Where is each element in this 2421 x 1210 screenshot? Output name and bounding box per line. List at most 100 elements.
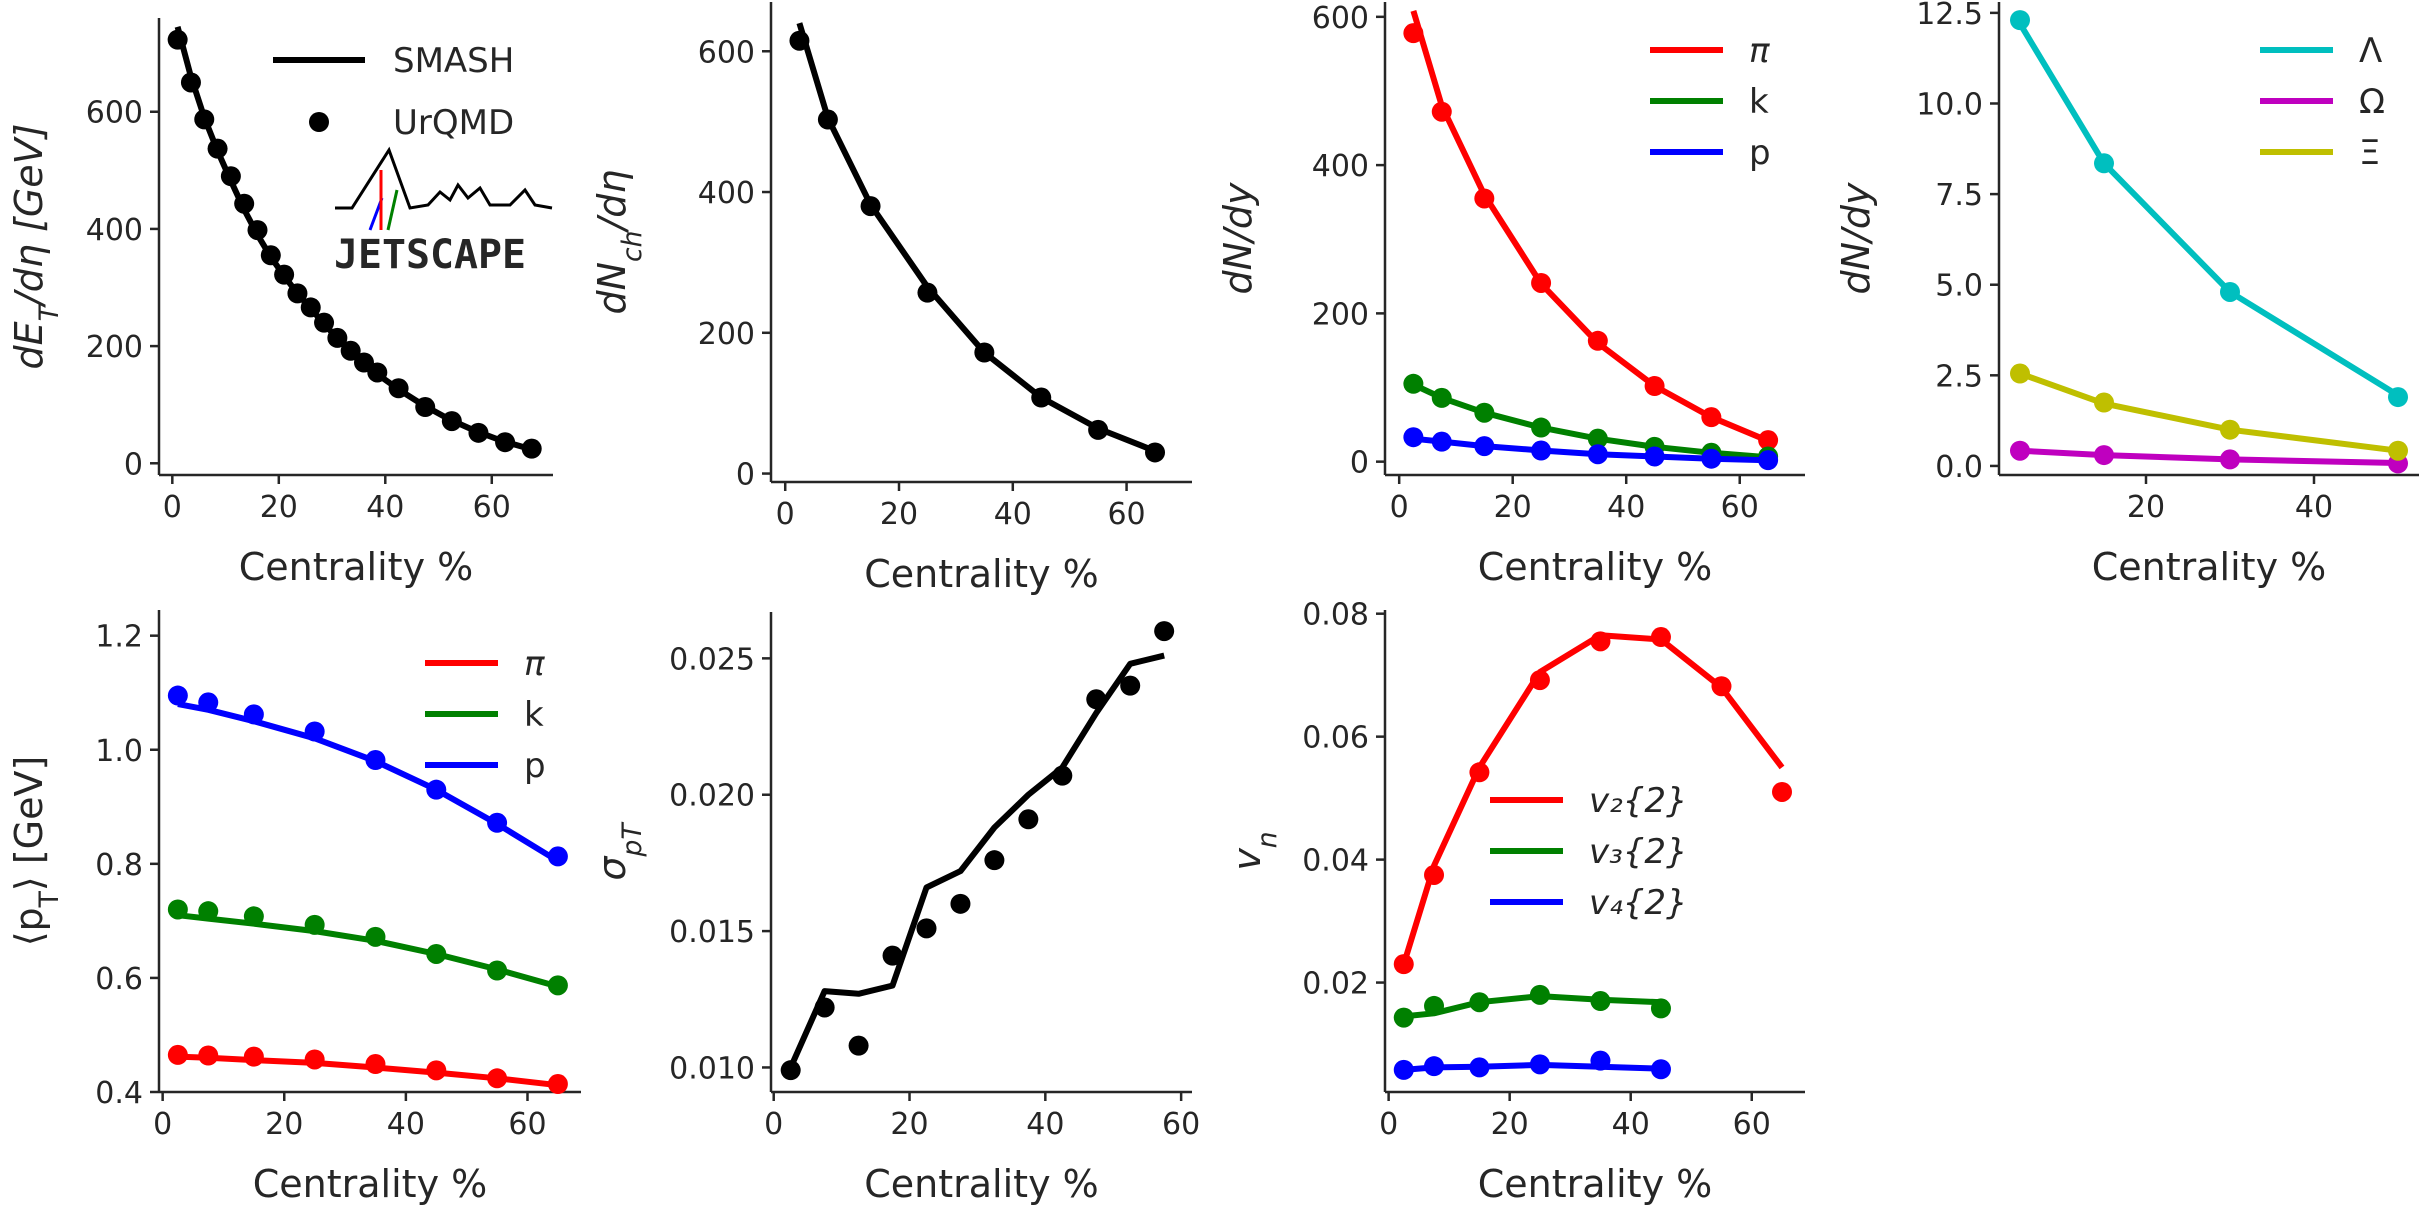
data-point — [243, 704, 264, 725]
data-point — [1529, 670, 1550, 691]
y-tick-label: 0.04 — [1302, 844, 1369, 879]
data-point — [1701, 448, 1722, 469]
x-tick-label: 60 — [1107, 497, 1145, 532]
y-tick-label: 0.010 — [669, 1051, 755, 1086]
data-point — [1469, 762, 1490, 783]
data-point — [1469, 1057, 1490, 1078]
series-line — [1400, 632, 1785, 965]
series-line — [2019, 447, 2399, 466]
data-point — [882, 945, 903, 966]
data-point — [1531, 272, 1552, 293]
data-point — [167, 899, 188, 920]
y-tick-label: 7.5 — [1935, 178, 1983, 213]
data-point — [1644, 446, 1665, 467]
data-point — [547, 975, 568, 996]
data-point — [1424, 995, 1445, 1016]
data-point — [2010, 363, 2030, 384]
data-point — [916, 918, 937, 939]
x-axis-label: Centrality % — [864, 1162, 1099, 1206]
y-tick-label: 0 — [124, 447, 143, 482]
data-point — [167, 685, 188, 706]
data-point — [1474, 436, 1495, 457]
data-point — [1590, 991, 1611, 1012]
y-tick-label: 0.08 — [1302, 598, 1369, 633]
y-axis-label: σpT — [590, 822, 648, 881]
data-point — [1403, 373, 1424, 394]
data-point — [2094, 392, 2114, 413]
data-point — [1644, 376, 1665, 397]
data-point — [314, 312, 335, 333]
y-tick-label: 1.0 — [95, 734, 143, 769]
data-point — [234, 193, 255, 214]
y-tick-label: 0.4 — [95, 1076, 143, 1111]
legend-label: k — [524, 695, 544, 735]
data-point — [1650, 1059, 1671, 1080]
series-line — [177, 701, 560, 864]
data-point — [487, 1068, 508, 1089]
data-point — [304, 721, 325, 742]
x-tick-label: 20 — [880, 497, 918, 532]
data-point — [1431, 387, 1452, 408]
data-point — [2220, 281, 2240, 302]
y-axis-label: vn — [1225, 831, 1283, 870]
y-tick-label: 600 — [1312, 1, 1369, 36]
data-point — [950, 893, 971, 914]
data-point — [2094, 153, 2114, 174]
y-axis-label: dNch/dη — [590, 169, 648, 314]
y-tick-label: 200 — [1312, 297, 1369, 332]
data-point — [1431, 431, 1452, 452]
data-point — [304, 1049, 325, 1070]
legend-smash-label: SMASH — [393, 41, 514, 81]
data-point — [426, 943, 447, 964]
x-tick-label: 0 — [776, 497, 795, 532]
legend-label: π — [1749, 31, 1770, 71]
data-point — [1145, 442, 1166, 463]
data-point — [2010, 10, 2030, 31]
y-tick-label: 0.020 — [669, 779, 755, 814]
data-point — [198, 692, 219, 713]
chart-sigmapt: 0 20 40 60 0.010 0.015 0.020 0.025 Centrality % σ… — [590, 612, 1200, 1206]
data-point — [521, 438, 542, 459]
data-point — [487, 812, 508, 833]
data-point — [1772, 781, 1793, 802]
logo-mountain — [335, 146, 553, 210]
x-tick-label: 0 — [1390, 490, 1409, 525]
legend-label: Ω — [2359, 82, 2385, 122]
y-tick-label: 5.0 — [1935, 269, 1983, 304]
data-point — [1650, 627, 1671, 648]
data-point — [207, 138, 228, 159]
x-tick-label: 0 — [1379, 1107, 1398, 1142]
logo-jet-green — [386, 189, 399, 231]
data-point — [198, 1045, 219, 1066]
legend-smash-urqmd: SMASH UrQMD — [273, 41, 514, 143]
data-point — [1018, 809, 1039, 830]
y-tick-label: 0.8 — [95, 848, 143, 883]
x-tick-label: 40 — [994, 497, 1032, 532]
x-axis-label: Centrality % — [1478, 545, 1713, 589]
data-point — [2388, 387, 2408, 408]
x-axis-label: Centrality % — [864, 552, 1099, 596]
data-point — [340, 340, 361, 361]
x-tick-label: 60 — [1733, 1107, 1771, 1142]
x-tick-label: 40 — [2295, 490, 2333, 525]
data-point — [1529, 1054, 1550, 1075]
legend-urqmd-label: UrQMD — [393, 103, 514, 143]
jetscape-logo: JETSCAPE — [334, 146, 553, 278]
y-tick-label: 0.06 — [1302, 721, 1369, 756]
series-line — [2017, 22, 2400, 398]
data-point — [426, 779, 447, 800]
data-point — [388, 378, 409, 399]
data-point — [1587, 428, 1608, 449]
data-point — [984, 850, 1005, 871]
y-tick-label: 0.025 — [669, 642, 755, 677]
x-axis-label: Centrality % — [253, 1162, 488, 1206]
legend-label: k — [1749, 82, 1769, 122]
data-point — [1424, 864, 1445, 885]
data-point — [274, 264, 295, 285]
x-tick-label: 20 — [2127, 490, 2165, 525]
data-point — [917, 282, 938, 303]
data-point — [194, 109, 215, 130]
y-tick-label: 600 — [698, 35, 755, 70]
